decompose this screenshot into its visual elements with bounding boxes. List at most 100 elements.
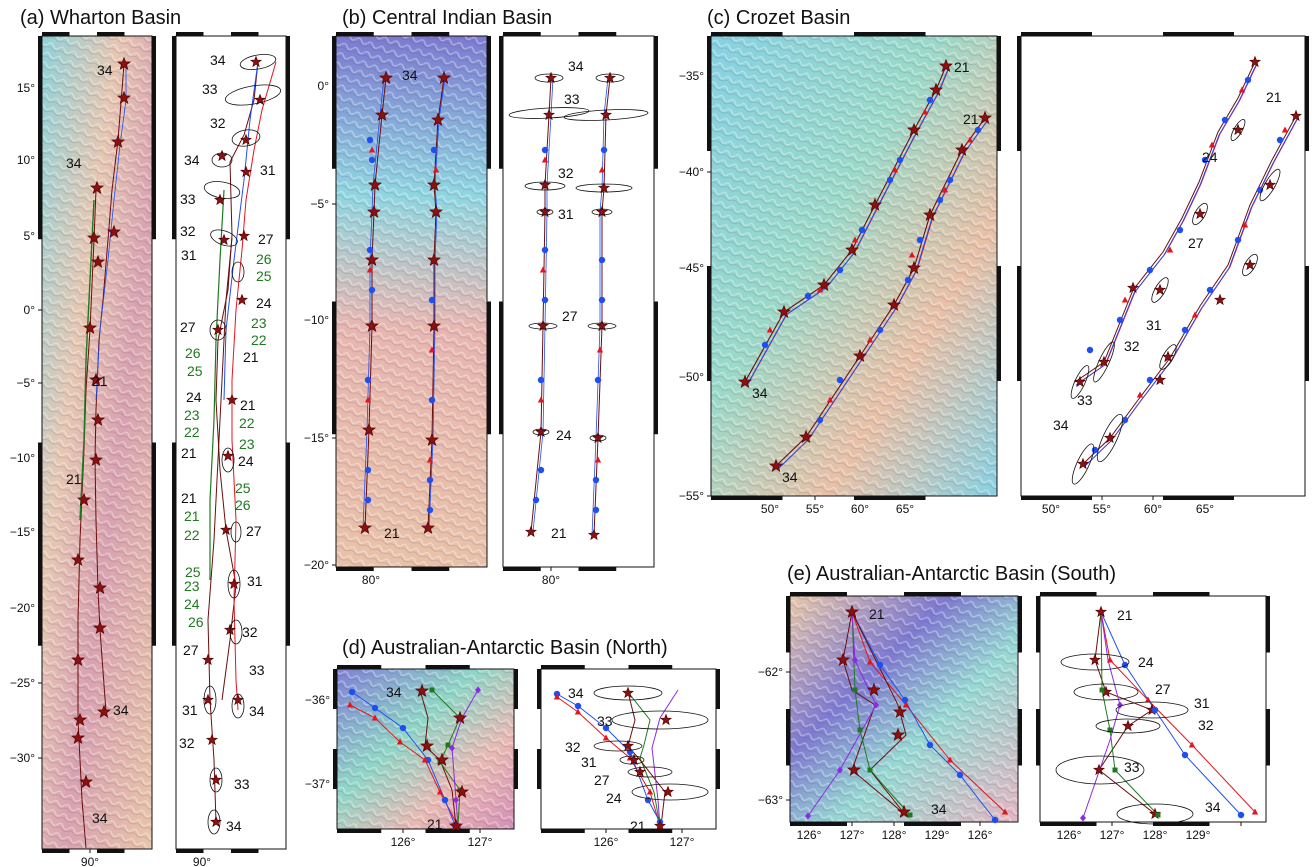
isochron-label: 34: [1205, 799, 1221, 815]
magnetic-pick-red: [436, 788, 444, 795]
map-label-chron: 34: [782, 469, 798, 485]
magnetic-pick-blue: [1151, 706, 1159, 714]
magnetic-pick-red: [594, 456, 602, 463]
isochron-label: 21: [1117, 607, 1133, 623]
magnetic-anomaly-star: [209, 773, 223, 786]
uncertainty-ellipse: [1095, 718, 1161, 734]
isochron-label: 27: [258, 231, 274, 247]
magnetic-anomaly-star: [430, 112, 446, 127]
magnetic-anomaly-star: [366, 204, 382, 219]
isochron-label: 27: [562, 308, 578, 324]
magnetic-pick-purple: [805, 812, 811, 820]
magnetic-anomaly-star: [235, 293, 249, 306]
magnetic-pick-blue: [946, 176, 954, 184]
magnetic-pick-red: [574, 708, 582, 715]
magnetic-pick-blue: [991, 816, 999, 824]
magnetic-anomaly-star: [215, 149, 229, 162]
magnetic-anomaly-star: [928, 82, 944, 97]
x-tick-label: 90°: [193, 855, 211, 867]
magnetic-pick-red: [541, 156, 549, 163]
isochron-label: 32: [1198, 717, 1214, 733]
magnetic-pick-purple: [449, 744, 455, 752]
isochron-label: 24: [1138, 654, 1154, 670]
uncertainty-ellipse: [528, 322, 558, 330]
x-tick-label: 129°: [1186, 828, 1211, 842]
magnetic-pick-red: [946, 756, 954, 763]
uncertainty-ellipse: [230, 521, 242, 543]
y-tick-label: −45°: [679, 261, 704, 275]
isochron-label: 32: [242, 624, 258, 640]
magnetic-pick-blue: [371, 704, 379, 712]
magnetic-anomaly-star: [653, 819, 667, 832]
magnetic-anomaly-star: [205, 733, 219, 746]
y-tick-label: −63°: [758, 793, 783, 807]
magnetic-pick-red: [1001, 808, 1009, 815]
isochron-label: 31: [247, 573, 263, 589]
magnetic-pick-blue: [1181, 326, 1189, 334]
isochron-label-green: 23: [251, 315, 267, 331]
magnetic-anomaly-star: [90, 254, 106, 269]
uncertainty-ellipse: [231, 693, 245, 719]
y-tick-label: −37°: [305, 777, 330, 791]
uncertainty-ellipse: [1242, 253, 1258, 277]
x-tick-label: 90°: [81, 855, 99, 867]
magnetic-pick-blue: [598, 296, 606, 304]
magnetic-anomaly-star: [249, 55, 263, 68]
magnetic-anomaly-star: [1248, 55, 1262, 68]
magnetic-anomaly-star: [538, 205, 552, 218]
aab-south-map-texture: [790, 596, 1018, 822]
magnetic-anomaly-star: [428, 204, 444, 219]
magnetic-pick-blue: [886, 176, 894, 184]
uncertainty-ellipse: [587, 322, 617, 330]
isochron-label: 33: [1124, 759, 1140, 775]
isochron-label: 33: [180, 191, 196, 207]
y-tick-label: 0°: [24, 303, 36, 317]
magnetic-pick-blue: [956, 771, 964, 779]
magnetic-pick-blue: [594, 376, 602, 384]
magnetic-pick-blue: [876, 661, 884, 669]
track-line: [1075, 64, 1257, 386]
magnetic-anomaly-star: [1153, 283, 1167, 296]
isochron-label: 34: [249, 703, 265, 719]
magnetic-anomaly-star: [906, 260, 922, 275]
panel-title: (a) Wharton Basin: [20, 7, 181, 29]
magnetic-anomaly-star: [538, 178, 552, 191]
y-tick-label: 15°: [17, 81, 35, 95]
isochron-label: 33: [597, 713, 613, 729]
track-line: [851, 611, 907, 813]
magnetic-pick-red: [346, 701, 354, 708]
x-tick-label: 60°: [1144, 502, 1162, 516]
magnetic-anomaly-star: [627, 753, 641, 766]
magnetic-pick-blue: [816, 416, 824, 424]
magnetic-pick-blue: [574, 702, 582, 710]
panel-title: (e) Australian-Antarctic Basin (South): [787, 563, 1116, 585]
magnetic-anomaly-star: [1121, 719, 1135, 732]
isochron-label-green: 24: [184, 596, 200, 612]
magnetic-anomaly-star: [1263, 178, 1277, 191]
isochron-label: 33: [202, 81, 218, 97]
track-line: [1082, 115, 1297, 465]
magnetic-anomaly-star: [768, 458, 784, 473]
uncertainty-ellipse: [239, 54, 277, 70]
isochron-label: 24: [556, 427, 572, 443]
y-tick-label: −15°: [304, 431, 329, 445]
isochron-label-green: 25: [235, 480, 251, 496]
magnetic-pick-blue: [1234, 236, 1242, 244]
uncertainty-ellipse: [1055, 755, 1145, 785]
isochron-label: 32: [210, 115, 226, 131]
magnetic-anomaly-star: [536, 319, 550, 332]
magnetic-anomaly-star: [587, 528, 601, 541]
magnetic-anomaly-star: [524, 525, 538, 538]
magnetic-anomaly-star: [414, 683, 430, 698]
magnetic-pick-red: [371, 714, 379, 721]
magnetic-anomaly-star: [591, 431, 605, 444]
magnetic-pick-red: [1136, 391, 1144, 398]
uncertainty-ellipse: [534, 73, 564, 83]
magnetic-pick-blue: [974, 126, 982, 134]
uncertainty-ellipse: [229, 619, 243, 645]
magnetic-anomaly-star: [621, 686, 635, 699]
uncertainty-ellipse: [593, 685, 663, 701]
y-tick-label: −5°: [17, 376, 36, 390]
uncertainty-ellipse: [575, 183, 633, 193]
